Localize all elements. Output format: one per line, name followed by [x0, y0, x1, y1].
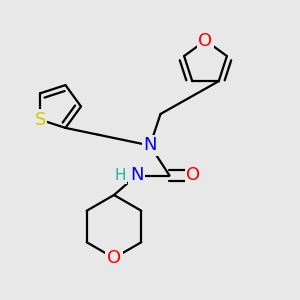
Text: S: S [34, 111, 46, 129]
Text: O: O [198, 32, 213, 50]
Text: O: O [186, 167, 201, 184]
Text: N: N [130, 167, 143, 184]
Text: N: N [143, 136, 157, 154]
Text: O: O [107, 249, 121, 267]
Text: H: H [114, 168, 126, 183]
